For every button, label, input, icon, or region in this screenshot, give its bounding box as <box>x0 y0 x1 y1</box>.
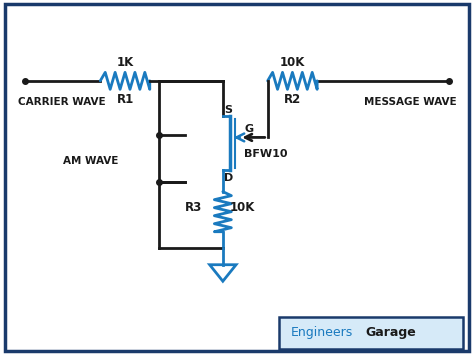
Text: Garage: Garage <box>365 326 416 339</box>
Text: R2: R2 <box>284 93 301 106</box>
Text: 10K: 10K <box>280 56 305 69</box>
Text: R1: R1 <box>117 93 134 106</box>
Text: BFW10: BFW10 <box>244 149 288 159</box>
Text: Engineers: Engineers <box>291 326 354 339</box>
Text: CARRIER WAVE: CARRIER WAVE <box>18 97 105 107</box>
FancyBboxPatch shape <box>280 317 463 349</box>
Text: MESSAGE WAVE: MESSAGE WAVE <box>364 97 456 107</box>
Text: 10K: 10K <box>230 201 255 213</box>
Text: G: G <box>244 124 253 133</box>
Text: AM WAVE: AM WAVE <box>63 156 118 166</box>
Text: 1K: 1K <box>117 56 134 69</box>
Text: D: D <box>224 173 233 183</box>
Text: S: S <box>224 105 232 115</box>
Text: R3: R3 <box>184 201 201 213</box>
